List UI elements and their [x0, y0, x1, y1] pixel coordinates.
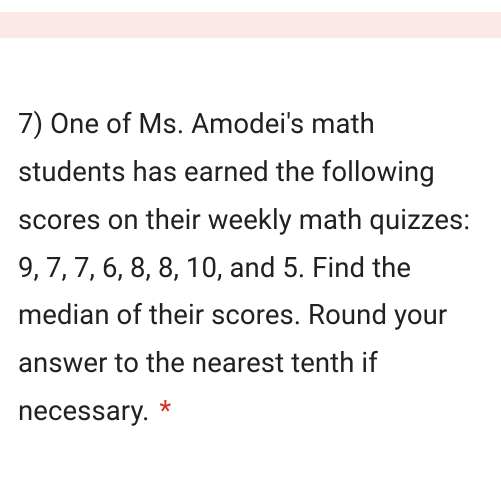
top-bar: [0, 0, 501, 12]
header-band: [0, 12, 501, 38]
required-asterisk: *: [159, 394, 171, 427]
question-container: 7) One of Ms. Amodei's math students has…: [0, 38, 501, 435]
question-text: 7) One of Ms. Amodei's math students has…: [18, 100, 483, 435]
question-body: One of Ms. Amodei's math students has ea…: [18, 107, 470, 427]
question-number: 7): [18, 107, 43, 140]
